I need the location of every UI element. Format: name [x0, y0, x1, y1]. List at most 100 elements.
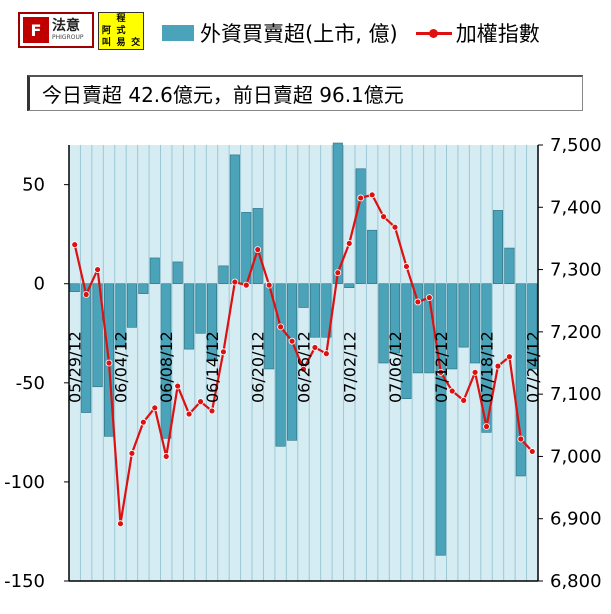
right-tick-label: 7,100 — [550, 384, 602, 405]
bar — [184, 283, 195, 350]
bar — [287, 283, 298, 441]
index-point — [242, 281, 250, 289]
x-tick-label: 05/29/12 — [66, 331, 85, 403]
index-point — [517, 435, 525, 443]
index-point — [139, 418, 147, 426]
index-point — [82, 291, 90, 298]
index-point — [94, 266, 101, 273]
chengshi-logo: 程 阿 式 叫 易 交 — [98, 12, 144, 50]
x-tick-label: 07/06/12 — [386, 331, 405, 403]
chengshi-char: 式 — [116, 25, 126, 36]
bar — [355, 168, 366, 285]
summary-text: 今日賣超 42.6億元，前日賣超 96.1億元 — [42, 83, 404, 107]
index-point — [471, 368, 479, 376]
index-point — [345, 240, 353, 247]
index-point — [311, 344, 319, 351]
index-point — [185, 410, 193, 418]
index-point — [506, 353, 513, 361]
chengshi-char: 易 — [116, 37, 126, 48]
bar — [389, 283, 401, 354]
index-point — [151, 404, 159, 412]
index-point — [254, 246, 262, 254]
bar — [172, 261, 183, 285]
index-point — [403, 263, 410, 270]
bar — [115, 283, 126, 348]
index-point — [357, 194, 365, 202]
bar — [470, 283, 481, 364]
index-point — [117, 520, 124, 528]
index-point — [448, 387, 456, 395]
chart-legend: 外資買賣超(上市, 億) 加權指數 — [162, 18, 540, 48]
bar — [515, 283, 526, 477]
bar — [138, 283, 149, 294]
plot-area — [69, 145, 538, 581]
left-tick-label: -50 — [16, 373, 45, 394]
fayi-logo-mark: F — [23, 17, 49, 43]
fayi-logo-name: 法意 — [52, 18, 80, 34]
index-point — [105, 359, 113, 367]
index-point — [322, 350, 330, 358]
bar — [492, 210, 503, 285]
index-point — [265, 281, 273, 289]
bar — [92, 283, 103, 388]
right-tick-label: 7,400 — [550, 197, 602, 218]
left-tick-label: 0 — [34, 274, 45, 295]
summary-box: 今日賣超 42.6億元，前日賣超 96.1億元 — [27, 75, 583, 111]
right-tick-label: 7,500 — [550, 135, 602, 156]
x-tick-label: 07/18/12 — [478, 331, 497, 403]
x-tick-label: 06/04/12 — [111, 331, 130, 403]
fayi-logo: F 法意 PHIGROUP — [18, 12, 94, 48]
index-point — [220, 348, 227, 356]
bar — [435, 283, 446, 556]
x-tick-label: 07/02/12 — [340, 331, 359, 403]
chengshi-char: 阿 — [101, 25, 111, 36]
bar — [527, 283, 538, 370]
left-tick-label: 50 — [22, 175, 45, 196]
bar — [126, 283, 137, 328]
bar — [81, 283, 92, 413]
index-point — [460, 396, 468, 404]
chengshi-char: 叫 — [101, 37, 111, 48]
right-tick-label: 7,200 — [550, 322, 602, 343]
index-point — [128, 449, 136, 457]
x-tick-label: 06/20/12 — [249, 331, 268, 403]
bar — [218, 265, 229, 285]
bar — [458, 283, 469, 348]
index-point — [414, 298, 422, 306]
index-point — [231, 278, 239, 286]
legend-line-label: 加權指數 — [455, 22, 540, 46]
x-tick-label: 07/24/12 — [523, 331, 542, 403]
bar — [481, 283, 492, 433]
chengshi-char: 交 — [131, 37, 141, 48]
index-point — [300, 365, 307, 373]
index-point — [277, 323, 285, 331]
x-tick-label: 07/12/12 — [432, 331, 451, 403]
bar — [195, 283, 206, 334]
x-tick-label: 06/26/12 — [295, 331, 314, 403]
index-point — [391, 223, 399, 231]
index-point — [483, 423, 490, 430]
index-point — [528, 448, 536, 455]
bar — [378, 283, 389, 364]
index-point — [197, 398, 204, 406]
right-tick-label: 6,900 — [550, 509, 602, 530]
bar — [229, 154, 240, 285]
index-point — [368, 191, 376, 199]
right-tick-label: 6,800 — [550, 571, 602, 592]
bar — [332, 142, 343, 285]
index-point — [208, 407, 216, 415]
left-tick-label: -100 — [4, 472, 45, 493]
right-tick-label: 7,300 — [550, 260, 602, 281]
left-tick-label: -150 — [4, 571, 45, 592]
index-point — [334, 269, 342, 277]
bar — [298, 283, 309, 308]
bar — [161, 283, 172, 439]
bar — [275, 283, 286, 447]
legend-bar-swatch — [162, 25, 194, 41]
bar — [367, 229, 378, 285]
bar — [149, 257, 160, 285]
right-tick-label: 7,000 — [550, 446, 602, 467]
legend-bar-label: 外資買賣超(上市, 億) — [200, 22, 398, 46]
x-tick-label: 06/08/12 — [157, 331, 176, 403]
fayi-logo-sub: PHIGROUP — [52, 34, 84, 41]
